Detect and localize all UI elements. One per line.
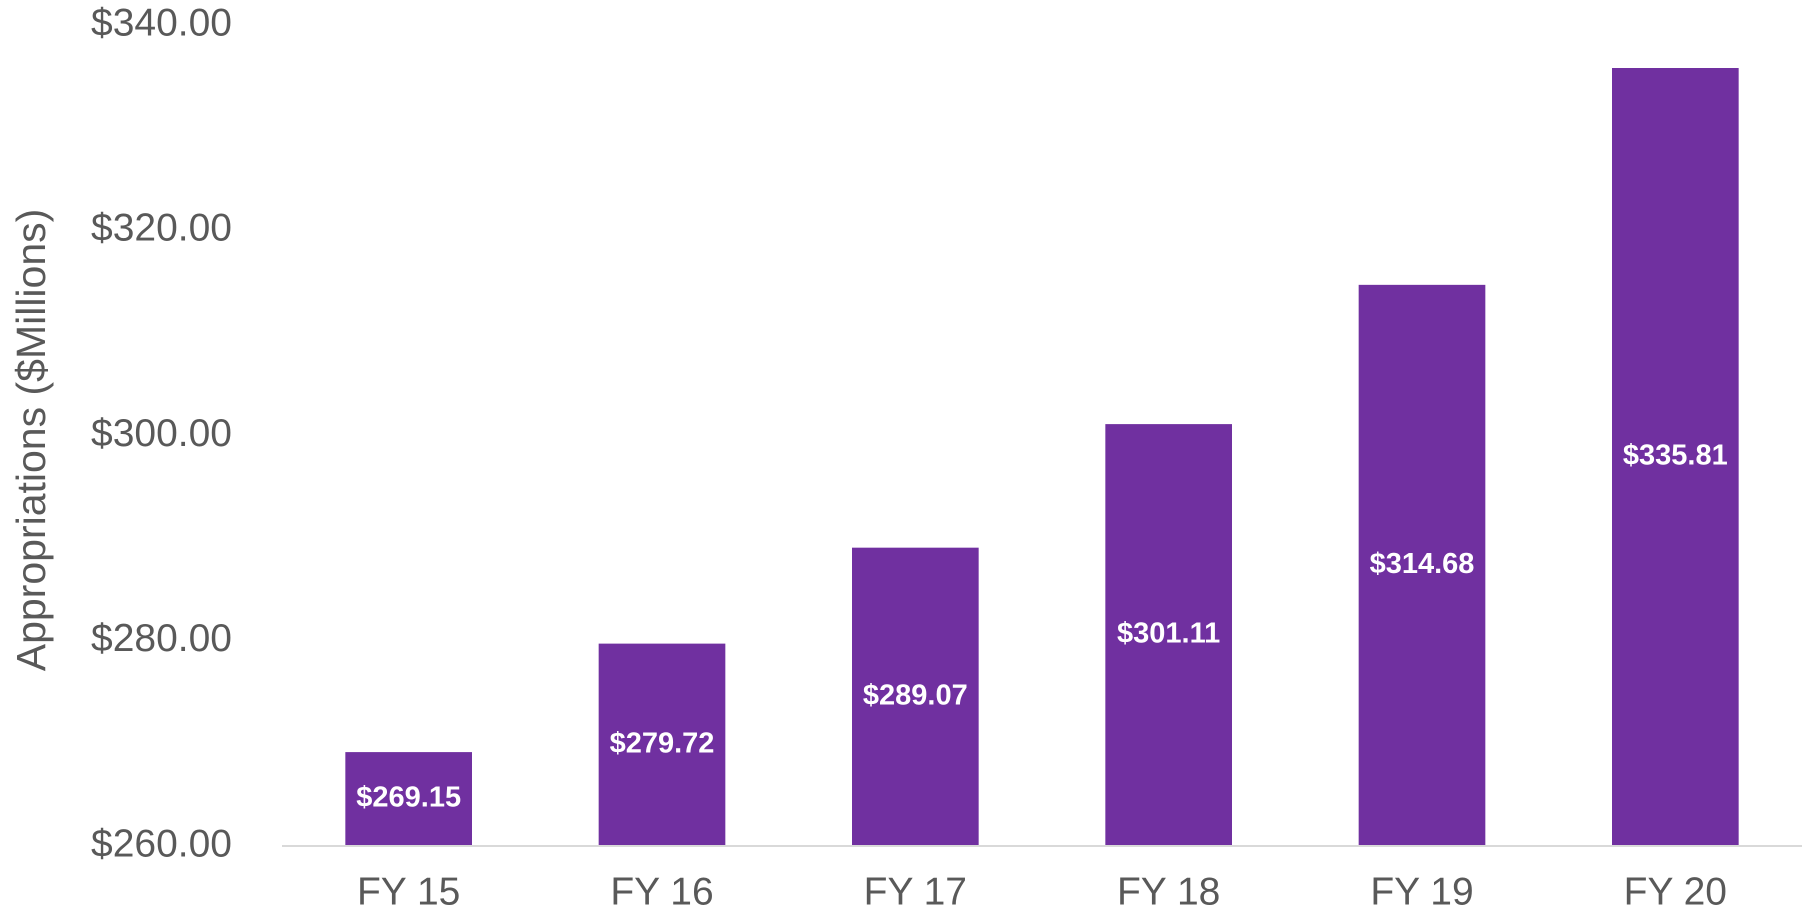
data-label: $314.68 [1370,548,1475,580]
bar [852,547,979,846]
data-label: $335.81 [1623,440,1728,472]
bar [598,643,726,846]
y-tick-label: $300.00 [91,412,232,455]
x-tick-label: FY 17 [864,870,967,913]
data-label: $269.15 [356,782,461,814]
bar [345,752,472,846]
bar [1105,424,1232,846]
bar [1358,284,1486,846]
x-tick-label: FY 16 [610,870,713,913]
x-tick-label: FY 15 [357,870,460,913]
y-tick-label: $340.00 [91,1,232,44]
y-tick-label: $320.00 [91,207,232,250]
bar [1612,67,1739,846]
x-tick-label: FY 19 [1370,870,1473,913]
x-tick-label: FY 18 [1117,870,1220,913]
data-label: $279.72 [610,727,715,759]
y-axis-label: Appropriations ($Millions) [8,209,54,672]
x-tick-label: FY 20 [1624,870,1727,913]
y-tick-label: $260.00 [91,822,232,865]
data-label: $289.07 [863,679,968,711]
data-label: $301.11 [1117,618,1220,650]
y-tick-label: $280.00 [91,617,232,660]
